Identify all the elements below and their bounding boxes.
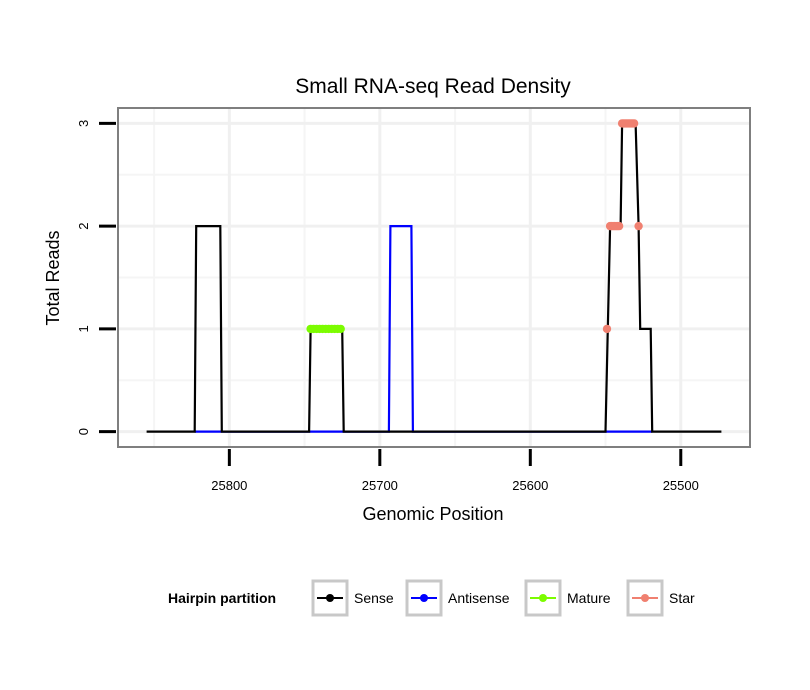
- legend-key-point: [539, 594, 547, 602]
- data-point-mature: [336, 324, 345, 334]
- y-tick-label: 2: [76, 223, 91, 230]
- axes: 0 1 2 3 25800 25700 25600 25500: [76, 120, 699, 493]
- y-tick-label: 3: [76, 120, 91, 127]
- plot-panel-border: [117, 107, 751, 448]
- y-tick-label: 0: [76, 428, 91, 435]
- legend-label: Antisense: [448, 590, 510, 606]
- legend-entry-antisense: Antisense: [405, 579, 510, 617]
- x-tick-label: 25800: [211, 478, 247, 493]
- legend-entry-star: Star: [626, 579, 695, 617]
- data-point-star: [634, 221, 643, 231]
- data-point-star: [602, 324, 612, 334]
- x-axis-label: Genomic Position: [362, 504, 503, 524]
- legend-items: Sense Antisense Mature Star: [311, 579, 695, 617]
- legend-title: Hairpin partition: [168, 590, 276, 606]
- legend-label: Sense: [354, 590, 394, 606]
- legend-key-point: [420, 594, 428, 602]
- x-tick-label: 25500: [663, 478, 699, 493]
- data-series: [146, 119, 722, 433]
- legend-entry-mature: Mature: [524, 579, 611, 617]
- chart-title: Small RNA-seq Read Density: [295, 75, 571, 98]
- legend-key-point: [326, 594, 334, 602]
- data-point-star: [614, 221, 624, 231]
- series-line-sense: [146, 122, 722, 433]
- data-point-star: [629, 119, 639, 128]
- legend-label: Mature: [567, 590, 611, 606]
- y-axis-label: Total Reads: [43, 230, 63, 325]
- x-tick-label: 25700: [362, 478, 398, 493]
- legend-key-point: [641, 594, 649, 602]
- grid-lines: [118, 108, 750, 447]
- legend-label: Star: [669, 590, 695, 606]
- legend: Hairpin partition Sense Antisense Mature St…: [168, 579, 695, 617]
- x-tick-label: 25600: [512, 478, 548, 493]
- legend-entry-sense: Sense: [311, 579, 394, 617]
- y-tick-label: 1: [76, 325, 91, 332]
